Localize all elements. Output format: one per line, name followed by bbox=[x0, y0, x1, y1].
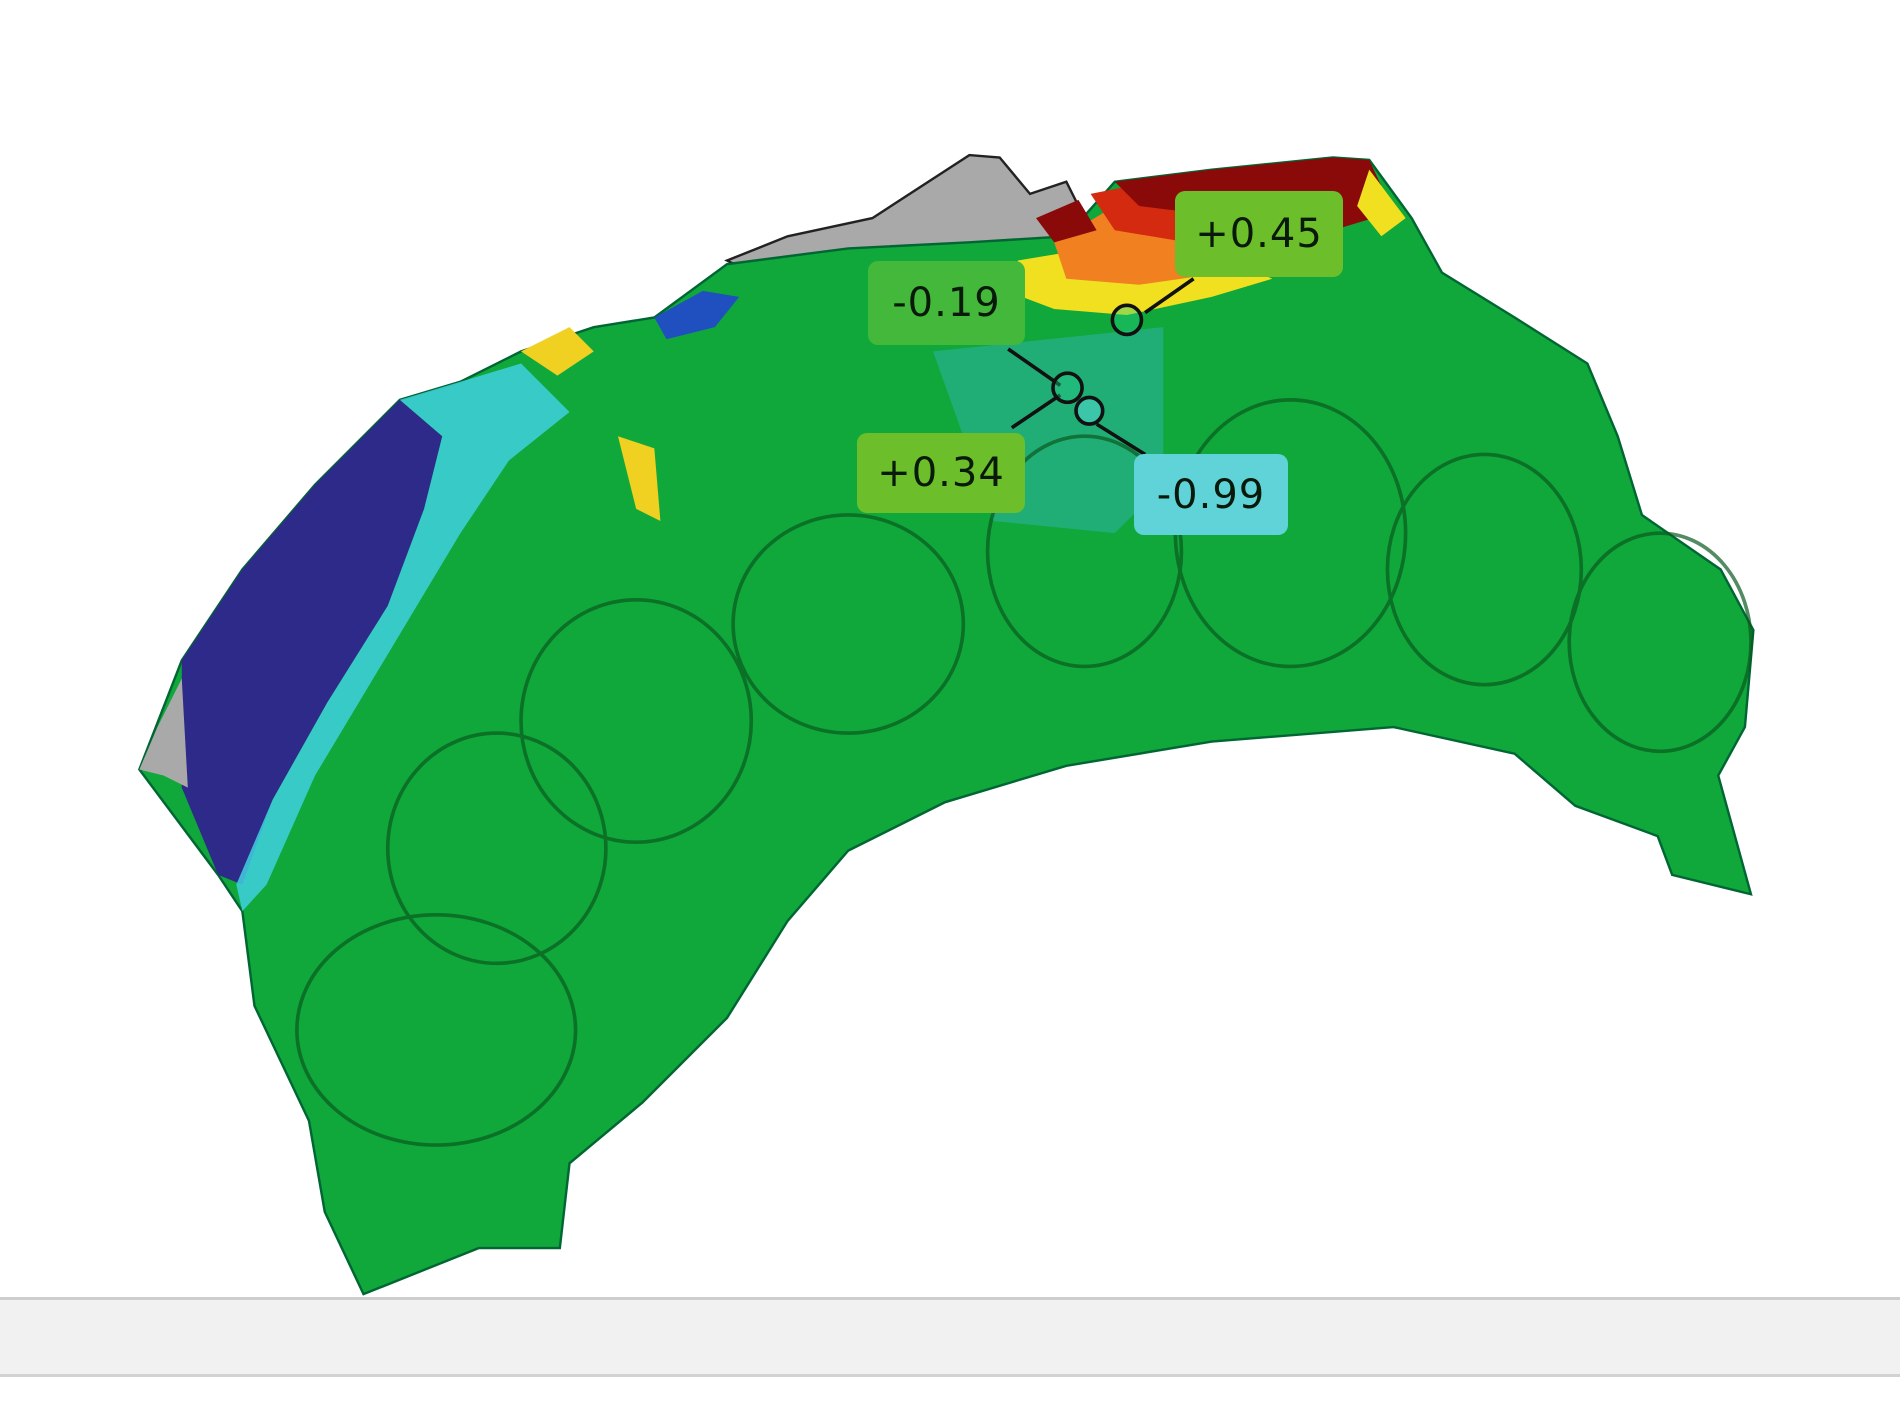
status-bar bbox=[0, 1297, 1900, 1377]
deviation-label-m1[interactable]: +0.45 bbox=[1175, 191, 1343, 277]
marker-leaders bbox=[1007, 277, 1195, 456]
marker-point-m1[interactable] bbox=[1110, 303, 1144, 337]
deviation-label-m3[interactable]: +0.34 bbox=[857, 433, 1025, 513]
cyan-region bbox=[236, 363, 570, 912]
deviation-value: +0.34 bbox=[877, 450, 1005, 496]
gray-region-left bbox=[139, 678, 188, 788]
marker-point-m2[interactable] bbox=[1051, 371, 1084, 405]
deviation-value: -0.19 bbox=[892, 280, 1001, 326]
deviation-label-m4[interactable]: -0.99 bbox=[1134, 454, 1288, 535]
blue-spot bbox=[654, 290, 740, 340]
green-surface bbox=[137, 156, 1755, 1296]
blue-region bbox=[181, 399, 443, 885]
3d-viewport[interactable]: +0.45 -0.19 +0.34 -0.99 bbox=[0, 0, 1900, 1297]
deviation-label-m2[interactable]: -0.19 bbox=[868, 261, 1025, 345]
tooth-outlines bbox=[295, 398, 1753, 1147]
yellow-region-right bbox=[1357, 169, 1406, 237]
yellow-spot-left bbox=[521, 327, 661, 522]
marker-point-m4[interactable] bbox=[1074, 395, 1105, 426]
deviation-value: -0.99 bbox=[1156, 471, 1266, 518]
deviation-value: +0.45 bbox=[1195, 211, 1323, 257]
